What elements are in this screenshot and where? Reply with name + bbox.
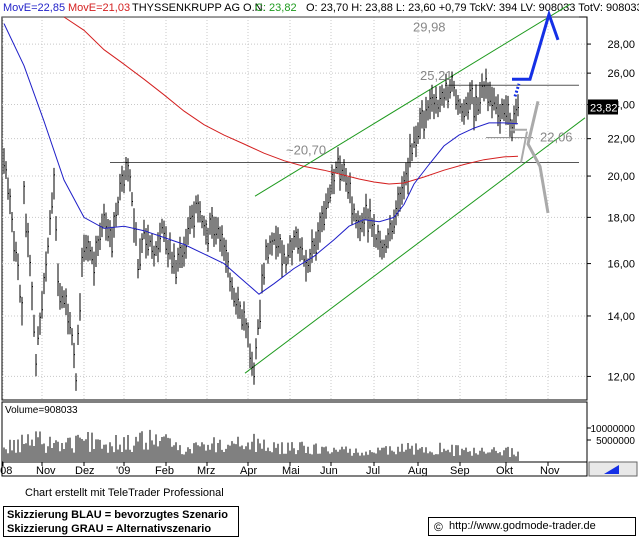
y-tick-label: 18,00	[607, 212, 635, 224]
scenario-blue-path	[512, 9, 560, 81]
x-tick-label: Feb	[155, 465, 174, 477]
scenario-blue-note: Skizzierung BLAU = bevorzugtes Szenario	[7, 509, 228, 521]
trend-channel	[244, 3, 586, 374]
scenario-grey-path	[526, 100, 550, 214]
x-tick-label: Jul	[366, 465, 380, 477]
channel-upper-line	[254, 3, 571, 197]
x-tick-label: Nov	[36, 465, 56, 477]
x-tick-label: Mai	[282, 465, 300, 477]
y-tick-label: 28,00	[607, 39, 635, 51]
price-bar-path	[3, 68, 519, 391]
x-tick-label: Sep	[450, 465, 470, 477]
vol-tick-label: 10000000	[591, 424, 636, 435]
y-tick-label: 12,00	[607, 371, 635, 383]
channel-lower-line	[244, 117, 586, 374]
level-label: 25,21	[420, 68, 453, 83]
time-axis-labels: '08 Nov Dez '09 Feb Mrz Apr Mai Jun Jul Aug Sep Okt N…	[0, 462, 560, 477]
y-tick-label: 14,00	[607, 311, 635, 323]
header-ma1: MovE=22,85	[3, 2, 65, 14]
volume-bar-path	[3, 429, 519, 461]
header-ohlc: O: 23,70 H: 23,88 L: 23,60 +0,79 TckV: 3…	[306, 2, 639, 14]
scenario-grey-note: Skizzierung GRAU = Alternativszenario	[7, 523, 212, 535]
level-labels: 29,98 25,21 ~20,70 22,06	[286, 19, 573, 157]
volume-label: Volume=908033	[5, 405, 78, 416]
website-link[interactable]: © http://www.godmode-trader.de	[428, 517, 636, 536]
axis-corner-button[interactable]	[588, 461, 638, 477]
y-tick-label: 16,00	[607, 259, 635, 271]
price-axis: 12,0014,0016,0018,0020,0022,0024,0026,00…	[587, 39, 635, 383]
y-tick-label: 22,00	[607, 134, 635, 146]
level-label: ~20,70	[286, 143, 326, 158]
x-tick-label: Dez	[75, 465, 95, 477]
y-tick-label: 26,00	[607, 68, 635, 80]
x-tick-label: '09	[116, 465, 130, 477]
scenario-legend: Skizzierung BLAU = bevorzugtes Szenario …	[3, 506, 239, 537]
ma-long-line	[63, 16, 519, 185]
copyright-icon: ©	[434, 520, 443, 534]
last-price-label: 23,82	[590, 102, 618, 114]
x-tick-label: Mrz	[197, 465, 215, 477]
time-axis	[1, 461, 588, 477]
x-tick-label: Jun	[320, 465, 338, 477]
last-price-marker: 23,82	[588, 99, 618, 115]
chart-header: MovE=22,85 MovE=21,03 THYSSENKRUPP AG O.…	[3, 2, 639, 14]
header-ma2: MovE=21,03	[68, 2, 130, 14]
price-panel	[1, 16, 588, 401]
y-tick-label: 20,00	[607, 171, 635, 183]
header-name: THYSSENKRUPP AG O.N.	[132, 2, 266, 14]
scenario-sketches	[510, 9, 560, 214]
grid	[2, 17, 587, 400]
level-label: 22,06	[540, 130, 573, 145]
scenario-grey-hook	[520, 131, 528, 163]
website-url[interactable]: http://www.godmode-trader.de	[449, 520, 596, 532]
x-tick-label: Apr	[240, 465, 257, 477]
chart-credit: Chart erstellt mit TeleTrader Profession…	[25, 487, 224, 499]
x-tick-label: '08	[0, 465, 12, 477]
header-close: C: 23,82	[255, 2, 297, 14]
volume-bars	[3, 429, 519, 461]
x-tick-label: Okt	[496, 465, 513, 477]
vol-tick-label: 5000000	[596, 436, 635, 447]
level-label: 29,98	[413, 19, 446, 34]
x-tick-label: Nov	[540, 465, 560, 477]
last-price-box	[588, 99, 618, 115]
price-bars	[3, 68, 519, 391]
x-tick-label: Aug	[408, 465, 428, 477]
ma-short-line	[3, 23, 519, 295]
zoom-triangle-icon	[604, 465, 619, 474]
